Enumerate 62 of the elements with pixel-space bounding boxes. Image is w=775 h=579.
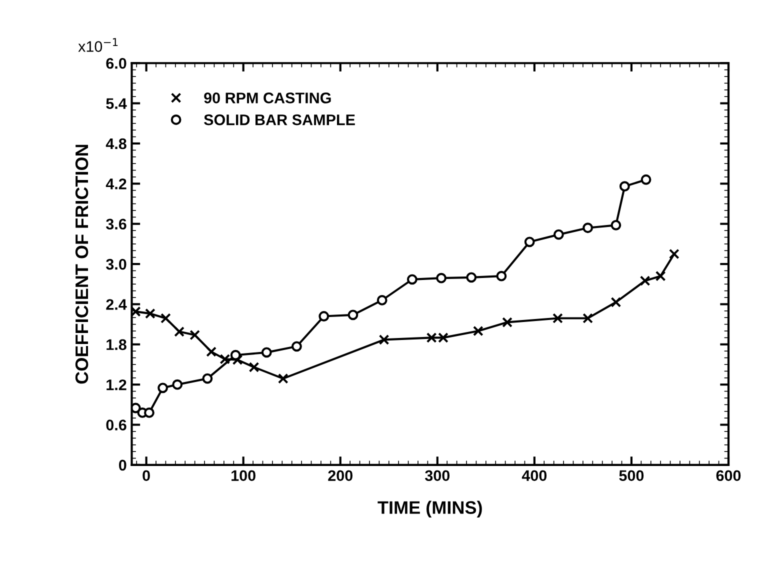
x-tick-label: 200: [328, 470, 352, 482]
y-tick-label: 0.6: [106, 420, 126, 430]
point: [318, 311, 330, 322]
y-tick-label: 2.4: [106, 299, 127, 310]
x-tick-label: 500: [619, 470, 644, 482]
x-tick-label: 300: [425, 470, 450, 482]
point: [436, 272, 446, 284]
point: [248, 362, 260, 372]
point: [640, 174, 652, 185]
point: [172, 379, 183, 390]
y-tick-label: 5.4: [106, 98, 127, 109]
point: [220, 354, 230, 364]
point: [619, 181, 630, 192]
x-tick-label: 100: [232, 470, 256, 482]
point: [610, 296, 622, 308]
y-tick-label: 4.2: [106, 178, 126, 190]
x-tick-label: 600: [716, 470, 741, 482]
point: [668, 248, 680, 260]
point: [553, 229, 564, 240]
point: [158, 382, 168, 394]
point: [144, 407, 154, 418]
y-axis-title: COEFFICIENT OF FRICTION: [75, 144, 88, 384]
point: [202, 373, 213, 384]
point: [291, 341, 302, 352]
point: [582, 222, 594, 234]
point: [582, 313, 594, 324]
y-tick-label: 3.6: [106, 218, 126, 230]
point: [206, 346, 217, 357]
point: [524, 236, 535, 248]
x-axis-title: TIME (MINS): [378, 500, 482, 518]
point: [160, 313, 171, 324]
point: [378, 334, 390, 345]
point: [376, 294, 388, 306]
y-tick-label: 4.8: [106, 138, 126, 150]
y-tick-label: 6.0: [106, 58, 126, 69]
point: [261, 347, 272, 358]
legend-label: 90 RPM CASTING: [204, 92, 331, 104]
point: [502, 317, 512, 328]
point: [348, 310, 358, 320]
x-tick-label: 400: [522, 470, 547, 482]
y-tick-label: 0: [118, 460, 126, 471]
point: [640, 276, 650, 286]
point: [174, 326, 185, 337]
legend-label: SOLID BAR SAMPLE: [204, 114, 355, 126]
point: [190, 330, 200, 340]
point: [144, 308, 156, 319]
point: [406, 274, 418, 285]
y-tick-label: 3.0: [106, 258, 126, 270]
point: [472, 326, 484, 336]
point: [610, 220, 622, 230]
y-tick-label: 1.2: [106, 379, 126, 390]
y-tick-label: 1.8: [106, 339, 126, 350]
point: [496, 270, 507, 282]
point: [132, 306, 141, 317]
point: [655, 270, 666, 282]
x-tick-label: 0: [142, 470, 150, 482]
point: [278, 373, 288, 384]
text: x10$^{−1}$: [78, 38, 118, 52]
point: [552, 313, 563, 324]
point: [466, 272, 477, 283]
point: [230, 350, 241, 360]
point: [232, 354, 243, 366]
